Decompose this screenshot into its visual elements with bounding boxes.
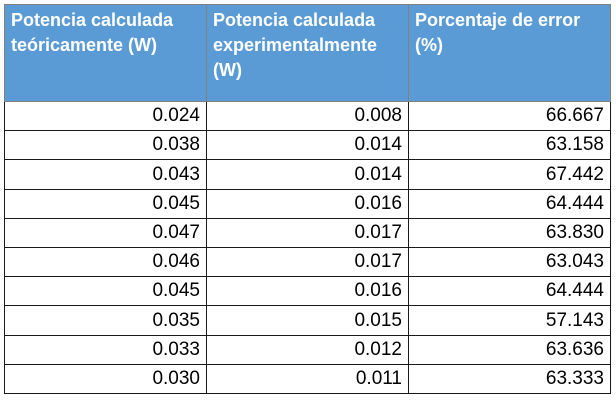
cell-experimental[interactable]: 0.011 (206, 363, 409, 394)
cell-error[interactable]: 63.158 (408, 130, 611, 161)
cell-experimental[interactable]: 0.015 (206, 305, 409, 336)
header-row: Potencia calculada teóricamente (W) Pote… (4, 4, 611, 102)
cell-theoretical[interactable]: 0.045 (4, 188, 207, 219)
table-row: 0.043 0.014 67.442 (4, 159, 611, 190)
cell-theoretical[interactable]: 0.035 (4, 305, 207, 336)
cell-theoretical[interactable]: 0.045 (4, 276, 207, 307)
cell-error[interactable]: 63.333 (408, 363, 611, 394)
table-row: 0.046 0.017 63.043 (4, 246, 611, 278)
cell-error[interactable]: 63.636 (408, 334, 611, 365)
cell-theoretical[interactable]: 0.024 (4, 100, 207, 132)
cell-experimental[interactable]: 0.014 (206, 130, 409, 161)
table-row: 0.045 0.016 64.444 (4, 276, 611, 307)
cell-theoretical[interactable]: 0.046 (4, 246, 207, 278)
header-theoretical-power[interactable]: Potencia calculada teóricamente (W) (4, 4, 207, 102)
table-row: 0.024 0.008 66.667 (4, 100, 611, 132)
cell-error[interactable]: 63.043 (408, 246, 611, 278)
cell-theoretical[interactable]: 0.030 (4, 363, 207, 394)
table-row: 0.033 0.012 63.636 (4, 334, 611, 365)
cell-experimental[interactable]: 0.016 (206, 276, 409, 307)
header-experimental-power[interactable]: Potencia calculada experimentalmente (W) (206, 4, 409, 102)
cell-error[interactable]: 66.667 (408, 100, 611, 132)
table-header: Potencia calculada teóricamente (W) Pote… (4, 4, 611, 102)
cell-experimental[interactable]: 0.017 (206, 246, 409, 278)
cell-error[interactable]: 57.143 (408, 305, 611, 336)
cell-error[interactable]: 64.444 (408, 188, 611, 219)
table-row: 0.047 0.017 63.830 (4, 217, 611, 248)
cell-theoretical[interactable]: 0.047 (4, 217, 207, 248)
table-row: 0.038 0.014 63.158 (4, 130, 611, 161)
cell-error[interactable]: 63.830 (408, 217, 611, 248)
cell-error[interactable]: 64.444 (408, 276, 611, 307)
power-error-table: Potencia calculada teóricamente (W) Pote… (4, 4, 611, 394)
cell-experimental[interactable]: 0.016 (206, 188, 409, 219)
cell-experimental[interactable]: 0.014 (206, 159, 409, 190)
table-row: 0.030 0.011 63.333 (4, 363, 611, 394)
cell-error[interactable]: 67.442 (408, 159, 611, 190)
cell-theoretical[interactable]: 0.038 (4, 130, 207, 161)
cell-experimental[interactable]: 0.017 (206, 217, 409, 248)
cell-experimental[interactable]: 0.008 (206, 100, 409, 132)
header-error-percentage[interactable]: Porcentaje de error (%) (408, 4, 611, 102)
table-row: 0.035 0.015 57.143 (4, 305, 611, 336)
cell-experimental[interactable]: 0.012 (206, 334, 409, 365)
table-body: 0.024 0.008 66.667 0.038 0.014 63.158 0.… (4, 100, 611, 394)
cell-theoretical[interactable]: 0.033 (4, 334, 207, 365)
cell-theoretical[interactable]: 0.043 (4, 159, 207, 190)
table-row: 0.045 0.016 64.444 (4, 188, 611, 219)
